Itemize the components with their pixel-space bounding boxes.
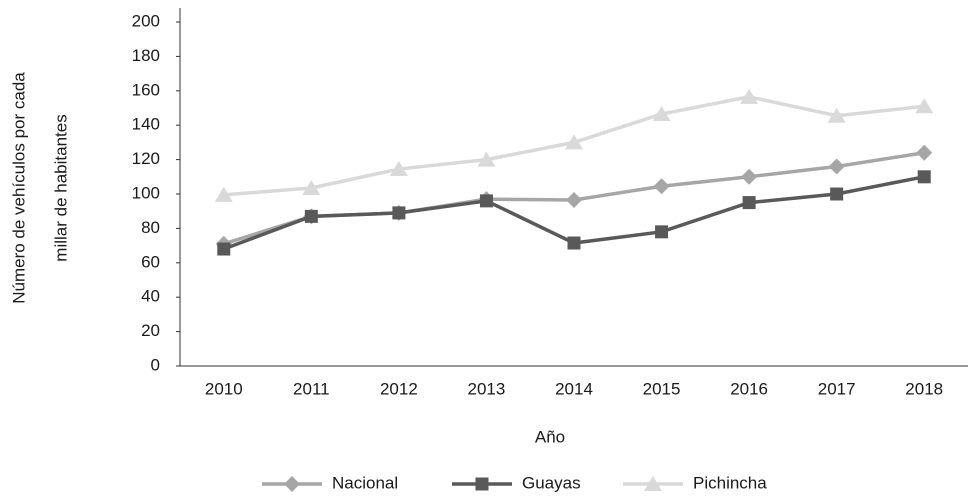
- marker: [304, 209, 318, 223]
- y-tick-label: 100: [132, 183, 160, 202]
- y-tick-label: 0: [151, 355, 160, 374]
- marker: [475, 477, 489, 491]
- marker: [741, 168, 758, 185]
- marker: [389, 161, 408, 177]
- y-tick-label: 140: [132, 115, 160, 134]
- x-tick-label: 2011: [293, 379, 330, 398]
- legend-label: Pichincha: [693, 473, 767, 492]
- y-tick-label: 180: [132, 46, 160, 65]
- marker: [392, 206, 406, 220]
- marker: [655, 225, 669, 239]
- marker: [917, 170, 931, 184]
- marker: [652, 106, 671, 122]
- y-tick-label: 40: [141, 287, 160, 306]
- marker: [915, 98, 934, 114]
- x-axis-label: Año: [535, 427, 565, 446]
- legend-label: Nacional: [332, 473, 398, 492]
- y-tick-label: 60: [141, 252, 160, 271]
- marker: [828, 158, 845, 175]
- x-tick-label: 2018: [905, 379, 943, 398]
- marker: [644, 476, 662, 491]
- marker: [916, 144, 933, 161]
- marker: [827, 107, 846, 123]
- x-tick-label: 2010: [205, 379, 243, 398]
- x-tick-label: 2014: [555, 379, 593, 398]
- x-tick-label: 2013: [468, 379, 506, 398]
- marker: [217, 242, 231, 256]
- marker: [565, 134, 583, 150]
- marker: [284, 476, 300, 492]
- marker: [830, 187, 844, 201]
- x-tick-label: 2012: [380, 379, 418, 398]
- y-axis-label: Número de vehículos por cada: [9, 72, 28, 304]
- y-tick-label: 120: [132, 149, 160, 168]
- marker: [742, 196, 756, 210]
- y-tick-label: 80: [141, 218, 160, 237]
- y-tick-label: 200: [132, 11, 160, 30]
- marker: [302, 179, 321, 195]
- x-tick-label: 2015: [643, 379, 681, 398]
- x-tick-label: 2017: [818, 379, 856, 398]
- y-tick-label: 20: [141, 321, 160, 340]
- marker: [653, 178, 670, 195]
- marker: [740, 88, 759, 104]
- x-tick-label: 2016: [730, 379, 768, 398]
- y-tick-label: 160: [132, 80, 160, 99]
- marker: [566, 192, 582, 209]
- marker: [214, 186, 233, 202]
- y-axis-label: millar de habitantes: [51, 114, 70, 261]
- marker: [477, 151, 496, 167]
- marker: [567, 236, 581, 250]
- legend-label: Guayas: [522, 473, 581, 492]
- marker: [479, 194, 493, 208]
